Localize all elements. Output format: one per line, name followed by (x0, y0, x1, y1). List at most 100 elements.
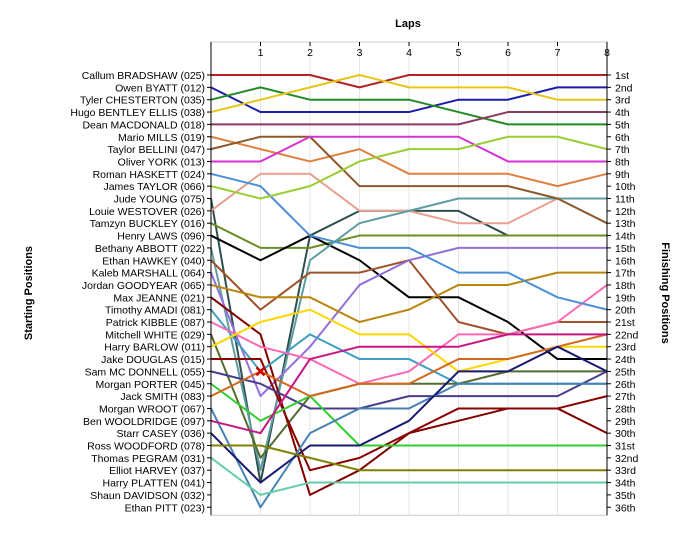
finishing-position-label: 31st (615, 441, 635, 453)
starting-position-label: Taylor BELLINI (047) (108, 144, 205, 156)
finishing-position-label: 2nd (615, 82, 633, 94)
series-line (211, 111, 607, 126)
starting-position-label: Jude YOUNG (075) (114, 194, 205, 206)
x-tick-label: 8 (604, 47, 610, 59)
starting-position-label: Owen BYATT (012) (115, 82, 205, 94)
right-axis-title: Finishing Positions (659, 242, 671, 343)
finishing-position-label: 5th (615, 119, 630, 131)
starting-position-label: Louie WESTOVER (026) (89, 206, 205, 218)
finishing-position-label: 17th (615, 268, 636, 280)
starting-position-label: Oliver YORK (013) (118, 156, 205, 168)
series-line (211, 74, 607, 89)
x-tick-label: 1 (258, 47, 264, 59)
x-tick-label: 4 (406, 47, 412, 59)
x-tick-label: 5 (456, 47, 462, 59)
finishing-position-label: 4th (615, 107, 630, 119)
finishing-position-label: 21st (615, 317, 635, 329)
starting-position-label: Morgan WROOT (067) (99, 403, 205, 415)
finishing-position-label: 29th (615, 416, 636, 428)
finishing-position-label: 26th (615, 379, 636, 391)
starting-position-label: Mitchell WHITE (029) (105, 329, 205, 341)
finishing-position-label: 18th (615, 280, 636, 292)
starting-position-label: Ethan HAWKEY (040) (102, 255, 205, 267)
series-lines (210, 74, 608, 509)
finishing-position-label: 8th (615, 156, 630, 168)
marker (255, 366, 266, 377)
series-line (210, 457, 607, 496)
series-line (210, 284, 608, 385)
series-line (210, 197, 607, 472)
starting-position-label: Ben WOOLDRIDGE (097) (83, 416, 205, 428)
series-line (210, 222, 607, 249)
finishing-position-label: 23rd (615, 342, 636, 354)
finishing-position-label: 16th (615, 255, 636, 267)
starting-position-label: Starr CASEY (036) (116, 428, 205, 440)
finishing-position-label: 32nd (615, 453, 639, 465)
x-tick-label: 6 (505, 47, 511, 59)
finishing-position-label: 20th (615, 305, 636, 317)
starting-position-label: Harry BARLOW (011) (104, 342, 205, 354)
x-tick-label: 7 (555, 47, 561, 59)
finishing-position-label: 35th (615, 490, 636, 502)
finishing-position-label: 25th (615, 366, 636, 378)
finishing-position-label: 30th (615, 428, 636, 440)
starting-position-label: Jake DOUGLAS (015) (101, 354, 205, 366)
series-line (210, 86, 607, 114)
finishing-position-label: 36th (615, 502, 636, 514)
finishing-position-label: 34th (615, 478, 636, 490)
x-tick-label: 3 (357, 47, 363, 59)
finishing-position-label: 12th (615, 206, 636, 218)
starting-position-label: James TAYLOR (066) (103, 181, 205, 193)
starting-position-label: Kaleb MARSHALL (064) (92, 268, 205, 280)
starting-position-label: Tyler CHESTERTON (035) (80, 95, 205, 107)
series-line (210, 172, 608, 311)
starting-position-label: Dean MACDONALD (018) (82, 119, 205, 131)
starting-position-label: Jordan GOODYEAR (065) (82, 280, 205, 292)
axes: 1 2 3 4 5 6 7 8 Callum BRADSHAW (025)Owen BYATT … (70, 42, 639, 516)
starting-position-label: Morgan PORTER (045) (95, 379, 205, 391)
starting-position-label: Jack SMITH (083) (120, 391, 205, 403)
finishing-position-label: 1st (615, 70, 629, 82)
starting-position-label: Harry PLATTEN (041) (103, 478, 206, 490)
series-line (210, 333, 607, 435)
finishing-position-label: 33rd (615, 465, 636, 477)
series-line (210, 234, 607, 361)
finishing-position-label: 27th (615, 391, 636, 403)
x-axis-title: Laps (395, 18, 421, 30)
series-line (210, 135, 608, 225)
finishing-position-label: 14th (615, 231, 636, 243)
finishing-position-label: 15th (615, 243, 636, 255)
finishing-position-label: 11th (615, 194, 635, 206)
series-line (210, 370, 608, 410)
incident-marker (255, 366, 266, 377)
starting-position-label: Timothy AMADI (081) (105, 305, 205, 317)
starting-position-label: Roman HASKETT (024) (93, 169, 205, 181)
finishing-position-label: 6th (615, 132, 630, 144)
series-line (210, 345, 608, 484)
finishing-position-label: 19th (615, 292, 636, 304)
series-line (211, 358, 608, 472)
x-tick-label: 2 (307, 47, 313, 59)
starting-position-label: Shaun DAVIDSON (032) (90, 490, 205, 502)
series-line (210, 333, 608, 398)
starting-position-label: Sam MC DONNELL (055) (85, 366, 205, 378)
series-line (211, 444, 607, 472)
finishing-position-label: 13th (615, 218, 636, 230)
starting-position-label: Hugo BENTLEY ELLIS (038) (70, 107, 205, 119)
series-line (210, 382, 607, 447)
series-line (210, 271, 607, 323)
series-line (210, 74, 607, 114)
starting-position-label: Ross WOODFORD (078) (87, 441, 205, 453)
finishing-position-label: 22nd (615, 329, 639, 341)
starting-position-label: Henry LAWS (096) (117, 231, 205, 243)
finishing-position-label: 24th (615, 354, 636, 366)
finishing-position-label: 7th (615, 144, 630, 156)
series-line (211, 135, 607, 163)
left-axis-title: Starting Positions (23, 246, 35, 340)
starting-position-label: Ethan PITT (023) (125, 502, 205, 514)
starting-position-label: Patrick KIBBLE (087) (106, 317, 205, 329)
starting-position-label: Mario MILLS (019) (118, 132, 205, 144)
starting-position-label: Thomas PEGRAM (031) (91, 453, 205, 465)
finishing-position-label: 9th (615, 169, 630, 181)
starting-position-label: Max JEANNE (021) (113, 292, 205, 304)
